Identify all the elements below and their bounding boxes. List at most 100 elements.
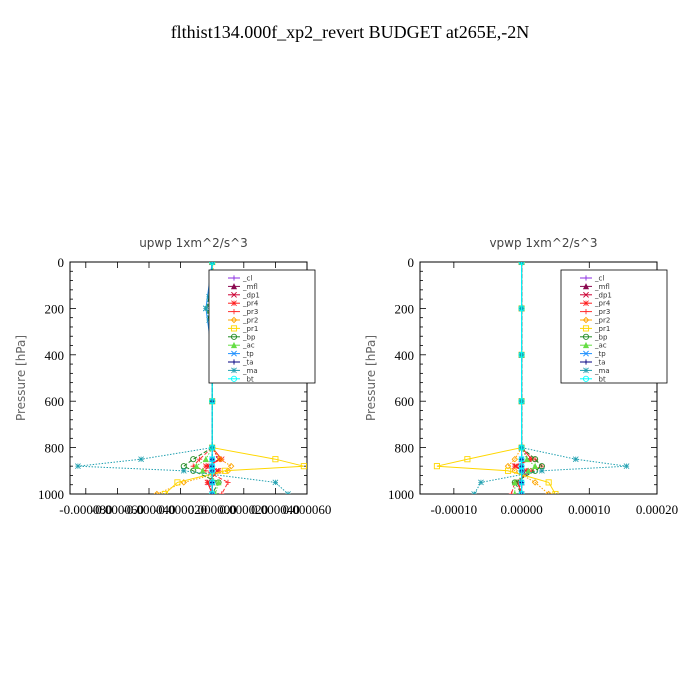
data-point xyxy=(161,490,168,494)
legend-label: _ac xyxy=(242,342,255,350)
data-point xyxy=(202,463,209,470)
legend-label: _mfl xyxy=(594,283,610,291)
legend-label: _bp xyxy=(242,333,256,341)
data-point xyxy=(209,490,216,494)
y-tick-label: 200 xyxy=(395,301,415,316)
legend-label: _pr3 xyxy=(242,308,258,316)
legend-label: _ac xyxy=(594,342,607,350)
data-point xyxy=(215,467,222,474)
data-point xyxy=(518,305,525,312)
data-point xyxy=(518,467,525,474)
x-tick-label: -0.000060 xyxy=(91,502,144,517)
legend-marker xyxy=(583,367,589,374)
data-point xyxy=(623,463,630,470)
legend-label: _ta xyxy=(594,359,606,367)
legend-marker xyxy=(231,291,237,298)
data-point xyxy=(464,456,471,463)
data-point xyxy=(545,479,552,486)
data-point xyxy=(523,455,531,463)
data-point xyxy=(209,456,216,463)
data-point xyxy=(532,462,539,470)
data-point xyxy=(518,490,525,494)
legend-label: _ta xyxy=(242,359,254,367)
panel-title: upwp 1xm^2/s^3 xyxy=(139,236,248,250)
legend-label: _pr1 xyxy=(242,325,258,333)
x-tick-label: -0.000020 xyxy=(154,502,207,517)
y-tick-label: 200 xyxy=(45,301,65,316)
data-point xyxy=(518,262,525,266)
data-point xyxy=(209,262,216,266)
data-point xyxy=(545,490,552,494)
data-point xyxy=(513,490,517,494)
x-tick-label: 0.000060 xyxy=(283,502,332,517)
data-point xyxy=(508,491,515,494)
data-point xyxy=(209,398,216,405)
y-tick-label: 400 xyxy=(395,348,415,363)
series-group xyxy=(433,262,630,494)
legend-label: _ma xyxy=(242,367,258,375)
page-title: flthist134.000f_xp2_revert BUDGET at265E… xyxy=(170,22,530,42)
legend-marker xyxy=(583,291,589,298)
y-tick-label: 1000 xyxy=(388,487,414,502)
legend-label: _cl xyxy=(242,275,252,283)
data-point xyxy=(552,490,559,494)
data-point xyxy=(528,456,535,463)
legend-marker xyxy=(230,341,238,349)
data-point xyxy=(209,444,216,451)
data-point xyxy=(219,491,225,494)
data-point xyxy=(478,479,484,486)
legend-marker xyxy=(582,283,590,290)
legend-label: _cl xyxy=(594,275,604,283)
data-point xyxy=(202,455,209,463)
legend-label: _pr2 xyxy=(242,317,258,325)
data-point xyxy=(193,462,200,470)
data-point xyxy=(218,456,225,463)
legend-marker xyxy=(230,325,238,332)
legend-marker xyxy=(583,300,589,307)
data-point xyxy=(224,467,232,475)
legend-marker xyxy=(230,283,238,290)
data-point xyxy=(272,479,279,486)
y-tick-label: 400 xyxy=(45,348,65,363)
y-tick-label: 0 xyxy=(58,255,65,270)
x-tick-label: -0.00010 xyxy=(431,502,478,517)
legend-label: _bt xyxy=(242,375,254,383)
data-point xyxy=(75,463,81,470)
data-point xyxy=(532,456,538,462)
data-point xyxy=(272,456,279,463)
legend-label: _dp1 xyxy=(242,291,260,299)
legend-marker xyxy=(582,341,590,349)
legend-label: _bt xyxy=(594,375,606,383)
data-point xyxy=(511,479,518,486)
y-tick-label: 1000 xyxy=(38,487,64,502)
data-point xyxy=(518,444,525,451)
legend-marker xyxy=(583,359,589,365)
legend-label: _tp xyxy=(594,350,606,358)
y-axis-label: Pressure [hPa] xyxy=(364,335,378,421)
legend-marker xyxy=(582,333,590,340)
data-point xyxy=(471,491,478,494)
data-point xyxy=(174,479,181,486)
data-point xyxy=(504,462,512,470)
data-point xyxy=(209,463,216,470)
legend-marker xyxy=(583,350,589,357)
data-point xyxy=(511,467,519,475)
legend-label: _mfl xyxy=(242,283,258,291)
legend-marker xyxy=(583,275,589,281)
data-point xyxy=(227,462,235,470)
legend-marker xyxy=(582,375,590,382)
legend-marker xyxy=(583,309,589,315)
data-point xyxy=(511,463,518,470)
y-axis-label: Pressure [hPa] xyxy=(14,335,28,421)
data-point xyxy=(202,305,209,312)
y-tick-label: 0 xyxy=(408,255,415,270)
legend-label: _ma xyxy=(594,367,610,375)
legend-marker xyxy=(230,375,238,382)
data-point xyxy=(221,467,228,474)
data-point xyxy=(225,479,231,485)
panel-title: vpwp 1xm^2/s^3 xyxy=(489,236,597,250)
data-point xyxy=(518,351,525,358)
x-tick-label: -0.000040 xyxy=(122,502,175,517)
data-point xyxy=(531,479,539,486)
